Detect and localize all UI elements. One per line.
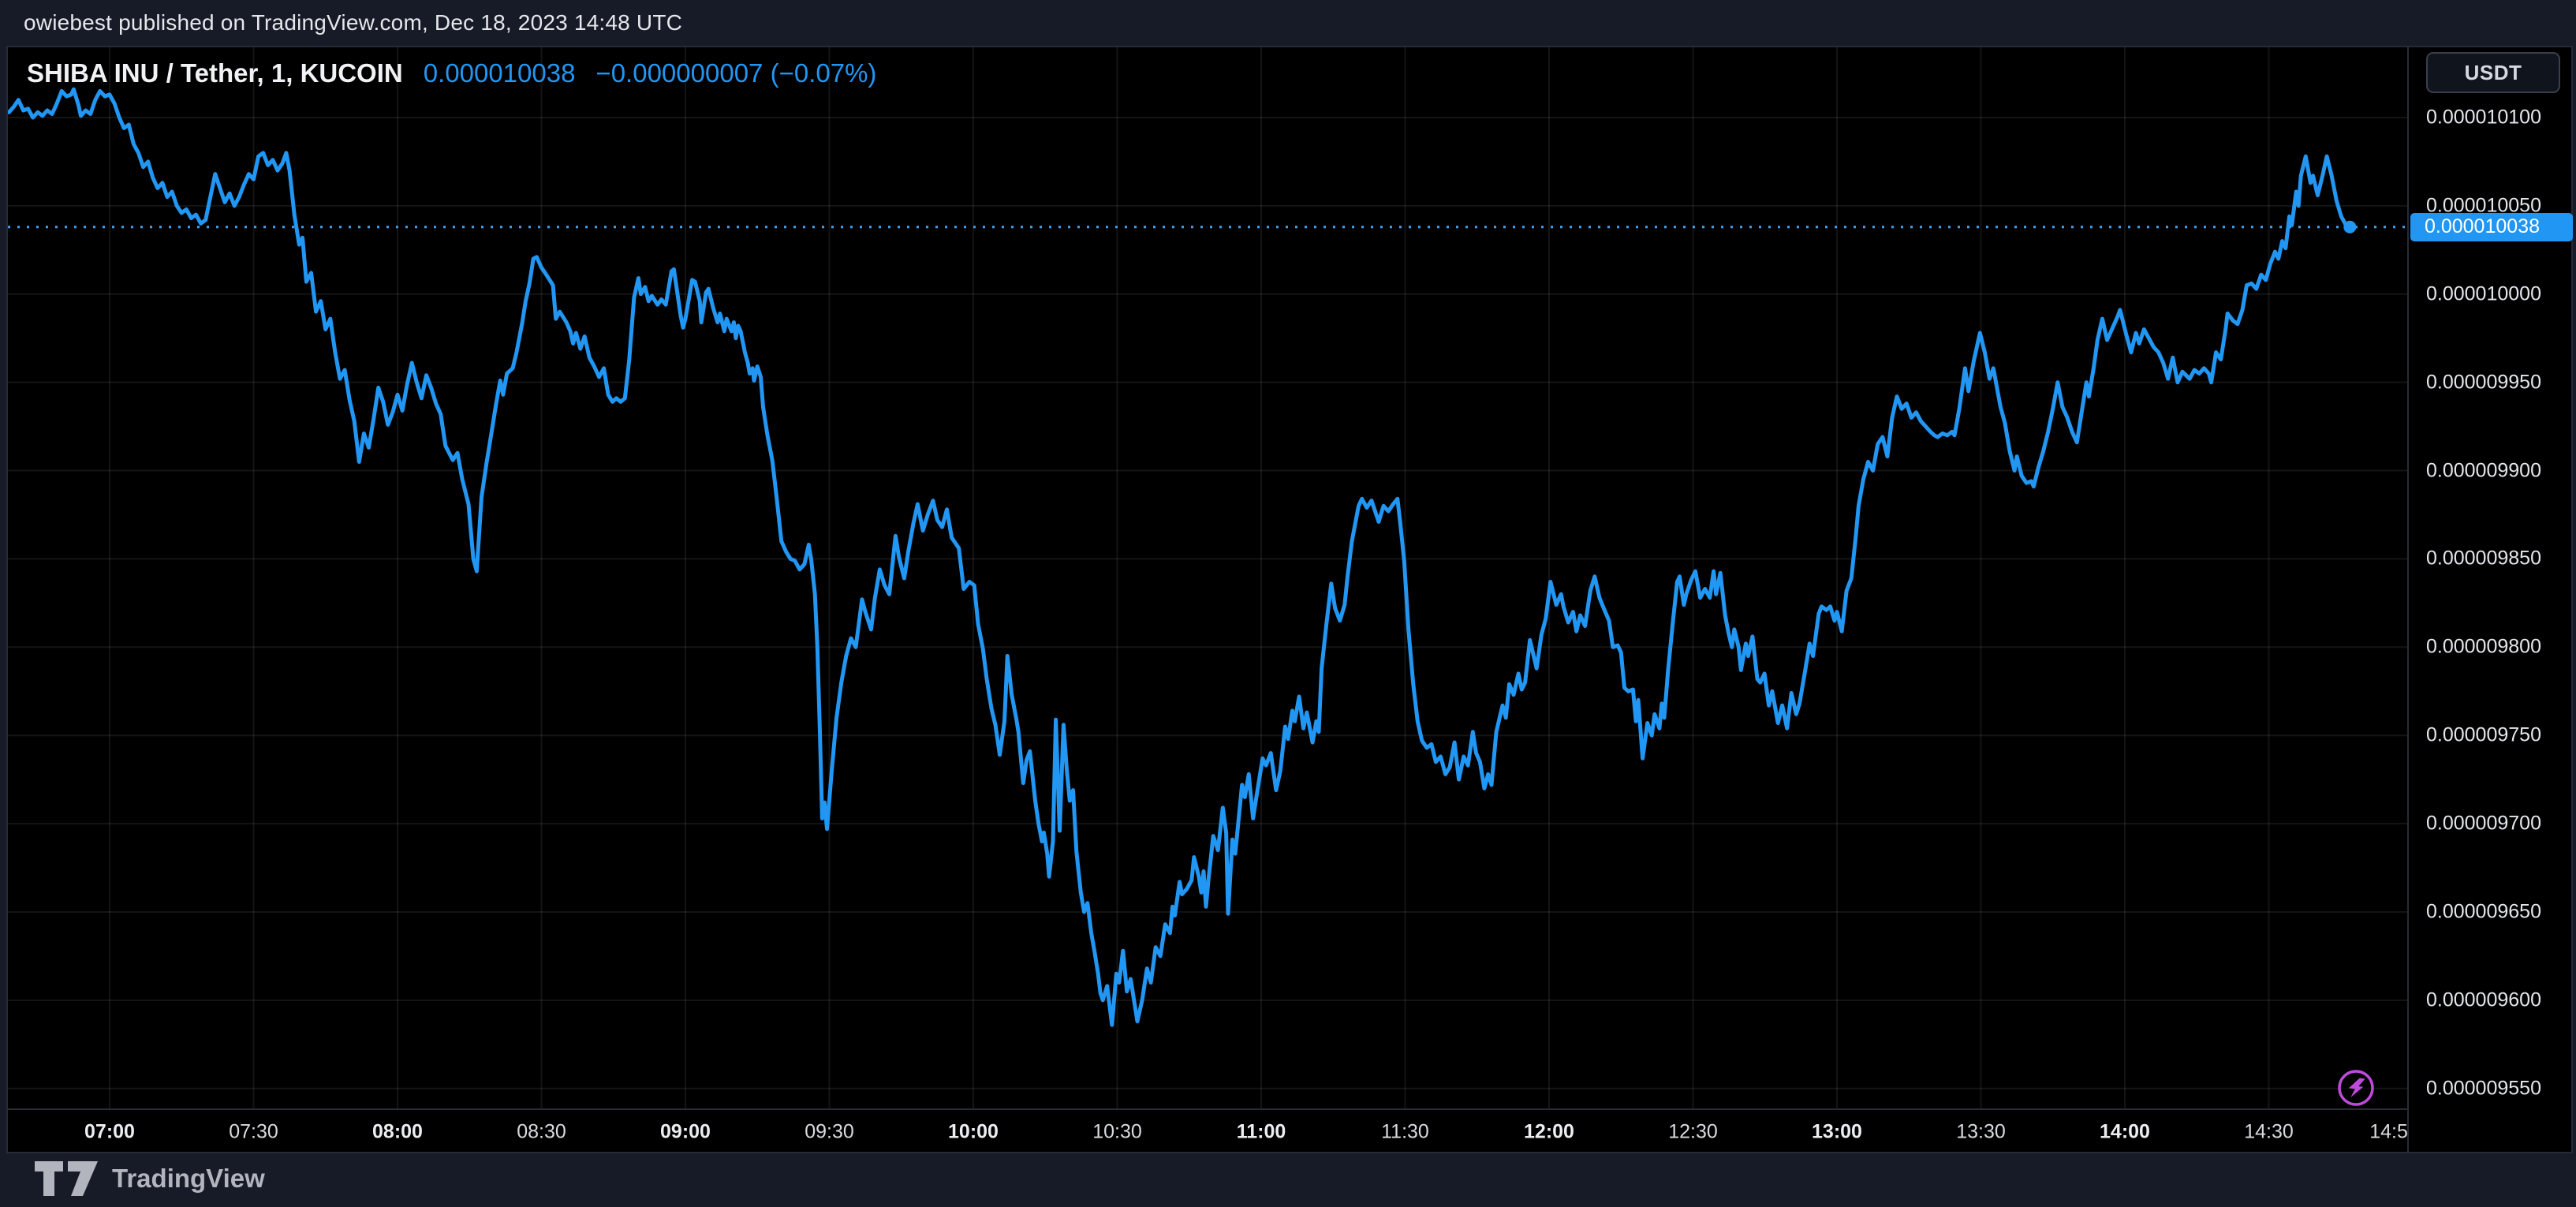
time-axis-label: 11:30 <box>1381 1120 1429 1142</box>
price-axis-label: 0.000009650 <box>2426 900 2541 923</box>
price-axis-label: 0.000010050 <box>2426 194 2541 217</box>
time-axis-label: 10:30 <box>1092 1120 1142 1142</box>
symbol-title: SHIBA INU / Tether, 1, KUCOIN <box>27 58 403 88</box>
time-axis-label: 14:30 <box>2244 1120 2294 1142</box>
price-axis-label: 0.000009900 <box>2426 459 2541 482</box>
symbol-header: SHIBA INU / Tether, 1, KUCOIN 0.00001003… <box>27 58 876 88</box>
price-axis-label: 0.000009600 <box>2426 988 2541 1011</box>
current-price-badge: 0.000010038 <box>2410 212 2573 241</box>
time-axis-label: 08:30 <box>517 1120 566 1142</box>
quote-currency-chip[interactable]: USDT <box>2426 52 2560 93</box>
price-axis-label: 0.000009950 <box>2426 371 2541 394</box>
tradingview-brand-text: TradingView <box>112 1164 265 1193</box>
price-axis-label: 0.000009850 <box>2426 547 2541 570</box>
time-axis-label: 12:30 <box>1668 1120 1718 1142</box>
time-axis-label: 08:00 <box>372 1120 423 1142</box>
time-axis: 07:00 07:30 08:00 08:30 09:00 09:30 10:00 10:30… <box>8 1108 2407 1153</box>
publisher-bar: owiebest published on TradingView.com, D… <box>0 0 2576 46</box>
time-axis-label: 10:00 <box>948 1120 999 1142</box>
time-axis-label: 13:30 <box>1956 1120 2006 1142</box>
price-axis-label: 0.000009750 <box>2426 723 2541 746</box>
time-axis-label: 09:00 <box>660 1120 711 1142</box>
footer-bar: TradingView <box>0 1150 2576 1207</box>
tradingview-logo-icon <box>35 1161 98 1196</box>
price-axis-label: 0.000010000 <box>2426 282 2541 305</box>
price-change-text: −0.000000007 (−0.07%) <box>595 58 877 88</box>
time-axis-label: 07:30 <box>229 1120 278 1142</box>
symbol-quote: 0.000010038 −0.000000007 (−0.07%) <box>424 58 877 88</box>
tradingview-logo[interactable]: TradingView <box>35 1161 265 1196</box>
price-axis: USDT 0.000010038 0.000010100 0.000010050 0… <box>2407 47 2573 1152</box>
time-axis-label: 14:5 <box>2369 1120 2407 1142</box>
time-axis-label: 12:00 <box>1524 1120 1574 1142</box>
flash-icon[interactable] <box>2338 1070 2374 1106</box>
time-axis-label: 14:00 <box>2100 1120 2150 1142</box>
price-axis-label: 0.000010100 <box>2426 106 2541 129</box>
price-line-series <box>8 87 2352 1027</box>
time-axis-label: 07:00 <box>84 1120 135 1142</box>
time-axis-label: 09:30 <box>805 1120 854 1142</box>
price-chart-plot <box>8 47 2407 1108</box>
publisher-text: owiebest published on TradingView.com, D… <box>24 10 683 35</box>
last-price-text: 0.000010038 <box>423 58 576 88</box>
time-axis-label: 11:00 <box>1236 1120 1286 1142</box>
price-axis-label: 0.000009800 <box>2426 635 2541 658</box>
price-axis-label: 0.000009550 <box>2426 1077 2541 1100</box>
last-price-dot <box>2343 220 2357 234</box>
chart-frame: SHIBA INU / Tether, 1, KUCOIN 0.00001003… <box>6 46 2573 1153</box>
time-axis-label: 13:00 <box>1812 1120 1862 1142</box>
price-axis-label: 0.000009700 <box>2426 812 2541 835</box>
